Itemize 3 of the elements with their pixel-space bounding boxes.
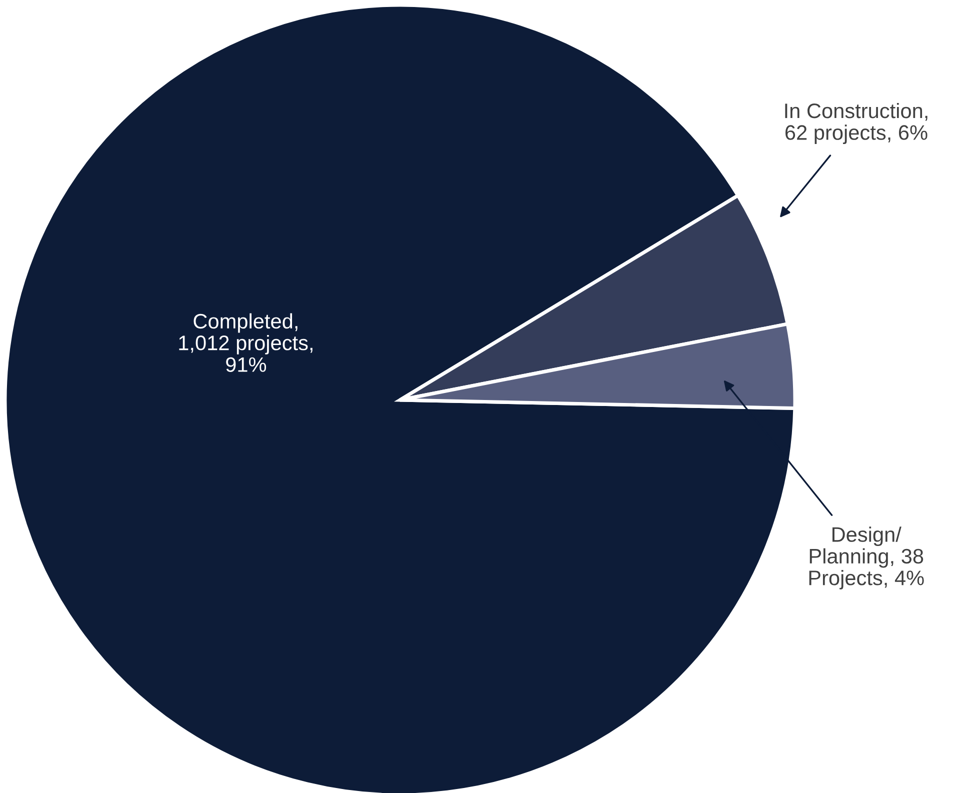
slice-label: Completed, 1,012 projects, 91% — [179, 313, 312, 372]
slice-label: Design/ Planning, 38 Projects, 4% — [809, 526, 924, 590]
slice-label: In Construction, 62 projects, 6% — [785, 102, 928, 144]
